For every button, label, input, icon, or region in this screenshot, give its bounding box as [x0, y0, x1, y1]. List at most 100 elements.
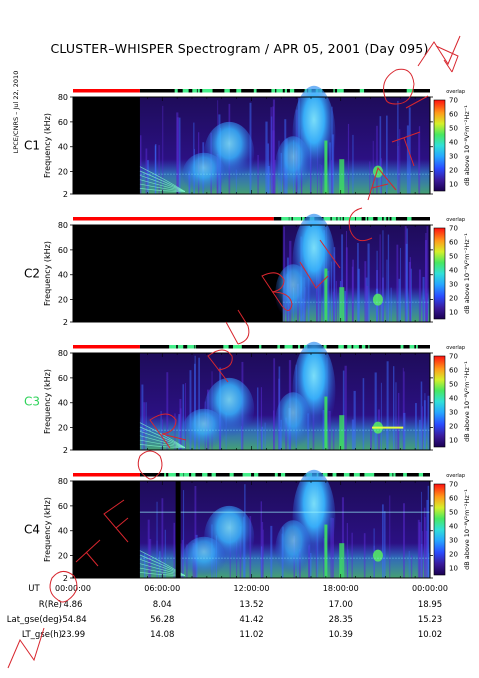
colorbar-tick-label: 10 [449, 181, 458, 189]
y-tick-label: 20 [58, 296, 68, 305]
status-segment [164, 473, 167, 477]
emission-streak [382, 504, 384, 578]
emission-plume [275, 520, 311, 579]
emission-streak [372, 140, 374, 194]
emission-streak [257, 387, 259, 450]
y-tick-label: 20 [58, 424, 68, 433]
status-segment [224, 89, 230, 93]
status-segment [168, 473, 174, 477]
status-segment [202, 89, 208, 93]
emission-streak [178, 414, 181, 450]
status-segment [400, 345, 404, 349]
y-tick-label: 2 [63, 190, 68, 199]
emission-stripe [324, 396, 328, 450]
y-tick-label: 20 [58, 552, 68, 561]
ephemeris-value: 13.52 [239, 600, 263, 610]
emission-streak [379, 116, 382, 194]
colorbar-tick-label: 30 [449, 153, 458, 161]
y-tick-label: 2 [63, 446, 68, 455]
emission-streak [362, 378, 365, 450]
ephemeris-value: 10.02 [418, 630, 442, 640]
status-segment [271, 89, 276, 93]
x-tick-label: 12:00:00 [234, 584, 270, 593]
status-segment [171, 473, 176, 477]
no-data-region [73, 225, 283, 322]
emission-streak [335, 280, 337, 322]
emission-streak [174, 413, 176, 450]
ephemeris-value: 41.42 [239, 615, 263, 625]
status-segment [377, 217, 383, 221]
no-data-region [73, 97, 140, 194]
y-tick-label: 20 [58, 168, 68, 177]
emission-streak [346, 523, 348, 578]
status-segment [365, 217, 368, 221]
status-segment [364, 473, 370, 477]
status-segment [295, 217, 300, 221]
status-segment [242, 473, 248, 477]
colorbar-tick-label: 20 [449, 423, 458, 431]
y-tick-label: 40 [58, 271, 68, 280]
status-segment [245, 473, 252, 477]
emission-streak [156, 501, 158, 578]
status-segment [370, 217, 374, 221]
spectrogram-panel-c4: 2 20 40 60 80 Frequency (kHz)C4 10 20 30 40 50 60 70… [24, 469, 471, 583]
ephemeris-table: R(Re) 4.86 8.04 13.52 17.00 18.95 Lat_gse(deg)… [7, 600, 442, 640]
status-segment [368, 217, 372, 221]
emission-streak [386, 361, 389, 450]
status-segment [277, 345, 280, 349]
emission-streak [418, 133, 420, 194]
status-segment [346, 217, 352, 221]
emission-streak [332, 427, 335, 450]
status-segment [383, 217, 387, 221]
ephemeris-value: 14.08 [150, 630, 174, 640]
emission-streak [331, 261, 332, 322]
status-segment [325, 217, 331, 221]
emission-streak [386, 259, 388, 322]
emission-streak [185, 382, 186, 450]
status-segment [409, 345, 415, 349]
status-segment [355, 217, 362, 221]
emission-streak [393, 366, 395, 450]
emission-streak [331, 134, 335, 194]
watermark-stroke [383, 68, 415, 105]
emission-streak [418, 269, 421, 322]
emission-streak [387, 234, 390, 322]
status-segment [393, 473, 396, 477]
colorbar-tick-label: 20 [449, 167, 458, 175]
spectrogram-panel-c1: 2 20 40 60 80 Frequency (kHz)C1 10 20 30 40 50 60 70… [24, 85, 471, 199]
emission-streak [194, 363, 196, 450]
emission-streak [257, 154, 259, 194]
status-segment [276, 89, 282, 93]
time-axis: UT 00:00:00 06:00:00 12:00:00 18:00:00 00:00:… [28, 584, 448, 594]
y-tick-label: 60 [58, 374, 68, 383]
status-segment [324, 345, 327, 349]
watermark-stroke [75, 539, 101, 567]
emission-streak [141, 384, 144, 450]
colorbar-tick-label: 40 [449, 139, 458, 147]
status-segment [259, 345, 262, 349]
colorbar-tick-label: 10 [449, 565, 458, 573]
y-tick-label: 40 [58, 399, 68, 408]
colorbar-tick-label: 10 [449, 309, 458, 317]
emission-streak [397, 392, 400, 450]
emission-streak [274, 159, 276, 194]
status-segment [284, 89, 287, 93]
status-segment [406, 89, 413, 93]
emission-streak [351, 419, 354, 450]
emission-streak [427, 485, 430, 578]
status-segment [322, 473, 328, 477]
emission-streak [396, 244, 399, 322]
emission-stripe [324, 140, 328, 194]
watermark-stroke [137, 450, 163, 480]
colorbar [433, 227, 446, 320]
emission-streak [261, 546, 263, 578]
harmonic-line [139, 559, 186, 576]
emission-plume [275, 392, 311, 451]
emission-streak [161, 498, 164, 578]
colorbar-tick-label: 70 [449, 97, 458, 105]
status-segment [353, 473, 360, 477]
ephemeris-value: 56.28 [150, 615, 174, 625]
colorbar-tick-label: 20 [449, 551, 458, 559]
emission-streak [395, 417, 397, 450]
